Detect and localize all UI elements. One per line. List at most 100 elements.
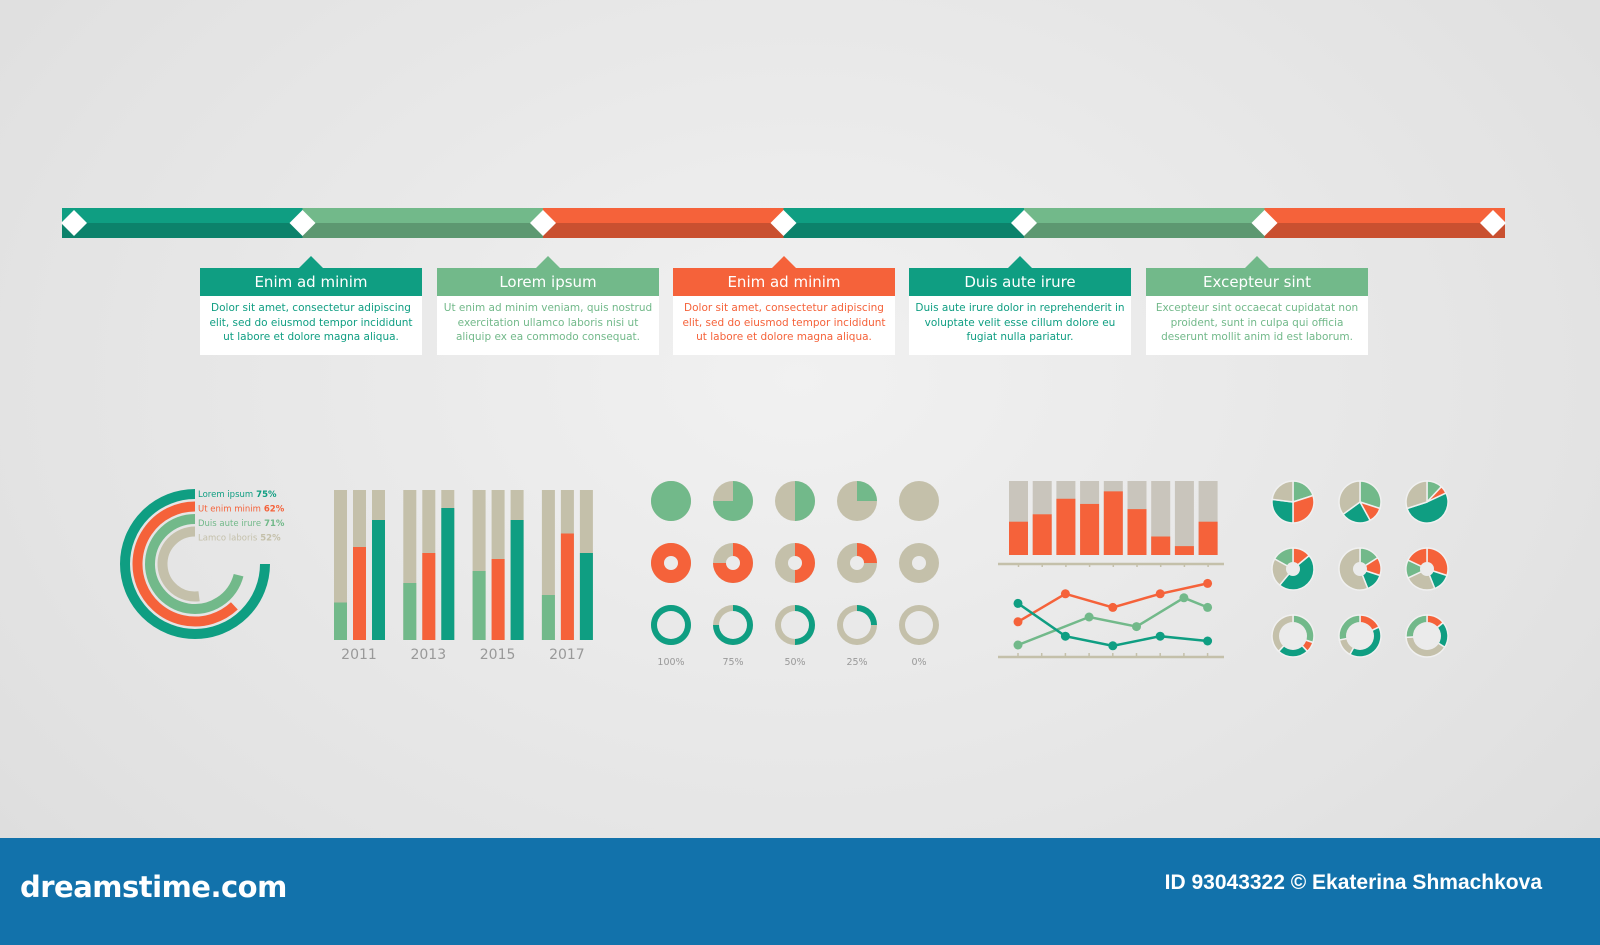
ring-hole: [1279, 622, 1307, 650]
percent-pie-fill: [857, 543, 877, 563]
bar: [1103, 491, 1123, 555]
line-point: [1108, 641, 1118, 651]
bar: [491, 559, 505, 640]
bar-category-label: 2011: [341, 647, 377, 663]
radial-bar-arc: [145, 514, 244, 614]
bar: [1127, 509, 1147, 555]
pie-slice: [1406, 492, 1449, 524]
line-point: [1203, 602, 1213, 612]
pie-slice: [1292, 494, 1315, 524]
bar: [472, 571, 486, 640]
timeline-card-title: Enim ad minim: [673, 256, 895, 296]
bar: [1032, 514, 1052, 555]
line-point: [1155, 631, 1165, 641]
bar: [403, 583, 417, 640]
ring-hole: [905, 611, 933, 639]
timeline-segment-shadow: [1264, 223, 1505, 238]
bar-category-label: 2015: [480, 647, 516, 663]
percent-label: 0%: [911, 657, 926, 668]
image-credit: ID 93043322 © Ekaterina Shmachkova: [1164, 871, 1542, 894]
brand-logo[interactable]: dreamstime.com: [20, 870, 287, 904]
line-point: [1203, 578, 1213, 588]
pie-slice: [1359, 480, 1382, 510]
timeline-card-title: Duis aute irure: [909, 256, 1131, 296]
bar-category-label: 2017: [549, 647, 585, 663]
line-point: [1060, 631, 1070, 641]
timeline-card-title: Enim ad minim: [200, 256, 422, 296]
pie-slice: [1338, 480, 1361, 516]
bar: [353, 547, 366, 640]
line-point: [1060, 589, 1070, 599]
timeline-card-title: Lorem ipsum: [437, 256, 659, 296]
timeline-diamond-marker: [61, 210, 87, 236]
donut-hole: [912, 556, 926, 570]
donut-hole: [1286, 562, 1300, 576]
donut-hole: [664, 556, 678, 570]
line-series: [1017, 582, 1208, 623]
timeline-segment: [1264, 208, 1505, 223]
bar: [560, 533, 574, 640]
timeline-segment-shadow: [543, 223, 784, 238]
radial-bar-arc: [120, 489, 270, 639]
line-point: [1203, 636, 1213, 646]
ring-hole: [843, 611, 871, 639]
radial-legend-item: Ut enim minim 62%: [198, 505, 285, 515]
footer-bar: dreamstime.com ID 93043322 © Ekaterina S…: [0, 838, 1600, 945]
line-point: [1013, 640, 1023, 650]
line-point: [1155, 589, 1165, 599]
line-point: [1179, 593, 1189, 603]
bar: [334, 602, 347, 640]
percent-pie-fill: [713, 481, 753, 521]
ring-hole: [719, 611, 747, 639]
timeline-segment: [1024, 208, 1265, 223]
bar-category-label: 2013: [410, 647, 446, 663]
timeline-card-text: Dolor sit amet, consectetur adipiscing e…: [209, 302, 413, 343]
bar: [541, 595, 555, 640]
bar: [422, 553, 436, 640]
timeline-card-text: Excepteur sint occaecat cupidatat non pr…: [1155, 302, 1359, 343]
ring-hole: [1413, 622, 1441, 650]
timeline-segment-shadow: [1024, 223, 1265, 238]
donut-hole: [788, 556, 802, 570]
timeline-card-text: Ut enim ad minim veniam, quis nostrud ex…: [443, 302, 653, 343]
pie-slice: [1271, 498, 1294, 524]
timeline-card-title: Excepteur sint: [1146, 256, 1368, 296]
bar: [1056, 498, 1076, 555]
donut-hole: [726, 556, 740, 570]
radial-legend-item: Lamco laboris 52%: [198, 534, 281, 544]
timeline-segment-shadow: [62, 223, 303, 238]
pie-slice: [1271, 480, 1294, 503]
bar: [1198, 521, 1218, 555]
percent-label: 50%: [784, 657, 805, 668]
pie-slice: [1405, 480, 1428, 510]
timeline-card: Enim ad minim Dolor sit amet, consectetur…: [200, 256, 422, 355]
timeline-segment: [543, 208, 784, 223]
bar: [1080, 503, 1100, 555]
bar: [372, 520, 385, 640]
timeline-segment-shadow: [302, 223, 543, 238]
timeline-card: Enim ad minim Dolor sit amet, consectetur…: [673, 256, 895, 355]
line-point: [1013, 598, 1023, 608]
timeline-diamond-marker: [530, 210, 556, 236]
timeline-diamond-marker: [1251, 210, 1278, 236]
radial-bar-arc: [157, 526, 200, 602]
ring-hole: [657, 611, 685, 639]
timeline-diamond-marker: [770, 210, 797, 236]
timeline-card: Excepteur sint Excepteur sint occaecat cu…: [1146, 256, 1368, 355]
percent-pie-fill: [795, 543, 815, 583]
radial-legend-item: Lorem ipsum 75%: [198, 490, 277, 500]
timeline-card: Duis aute irure Duis aute irure dolor in …: [909, 256, 1131, 355]
timeline-segment-shadow: [783, 223, 1024, 238]
bar: [579, 553, 593, 640]
timeline-segment: [302, 208, 543, 223]
bar: [510, 520, 524, 640]
timeline-card-text: Duis aute irure dolor in reprehenderit i…: [915, 302, 1125, 343]
ring-hole: [781, 611, 809, 639]
bar-track: [1174, 481, 1194, 555]
donut-hole: [1420, 562, 1434, 576]
radial-legend-item: Duis aute irure 71%: [198, 519, 285, 529]
timeline-diamond-marker: [289, 210, 316, 236]
line-point: [1013, 617, 1023, 627]
bar: [1174, 546, 1194, 555]
